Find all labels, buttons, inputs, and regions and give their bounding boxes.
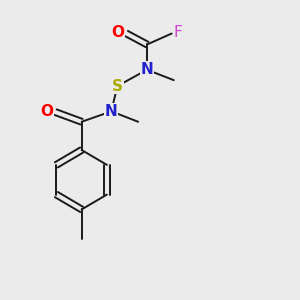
Text: O: O <box>40 104 53 119</box>
Text: S: S <box>112 79 123 94</box>
Text: O: O <box>112 25 125 40</box>
Text: F: F <box>174 25 182 40</box>
Text: N: N <box>105 104 118 119</box>
Text: N: N <box>141 62 153 77</box>
